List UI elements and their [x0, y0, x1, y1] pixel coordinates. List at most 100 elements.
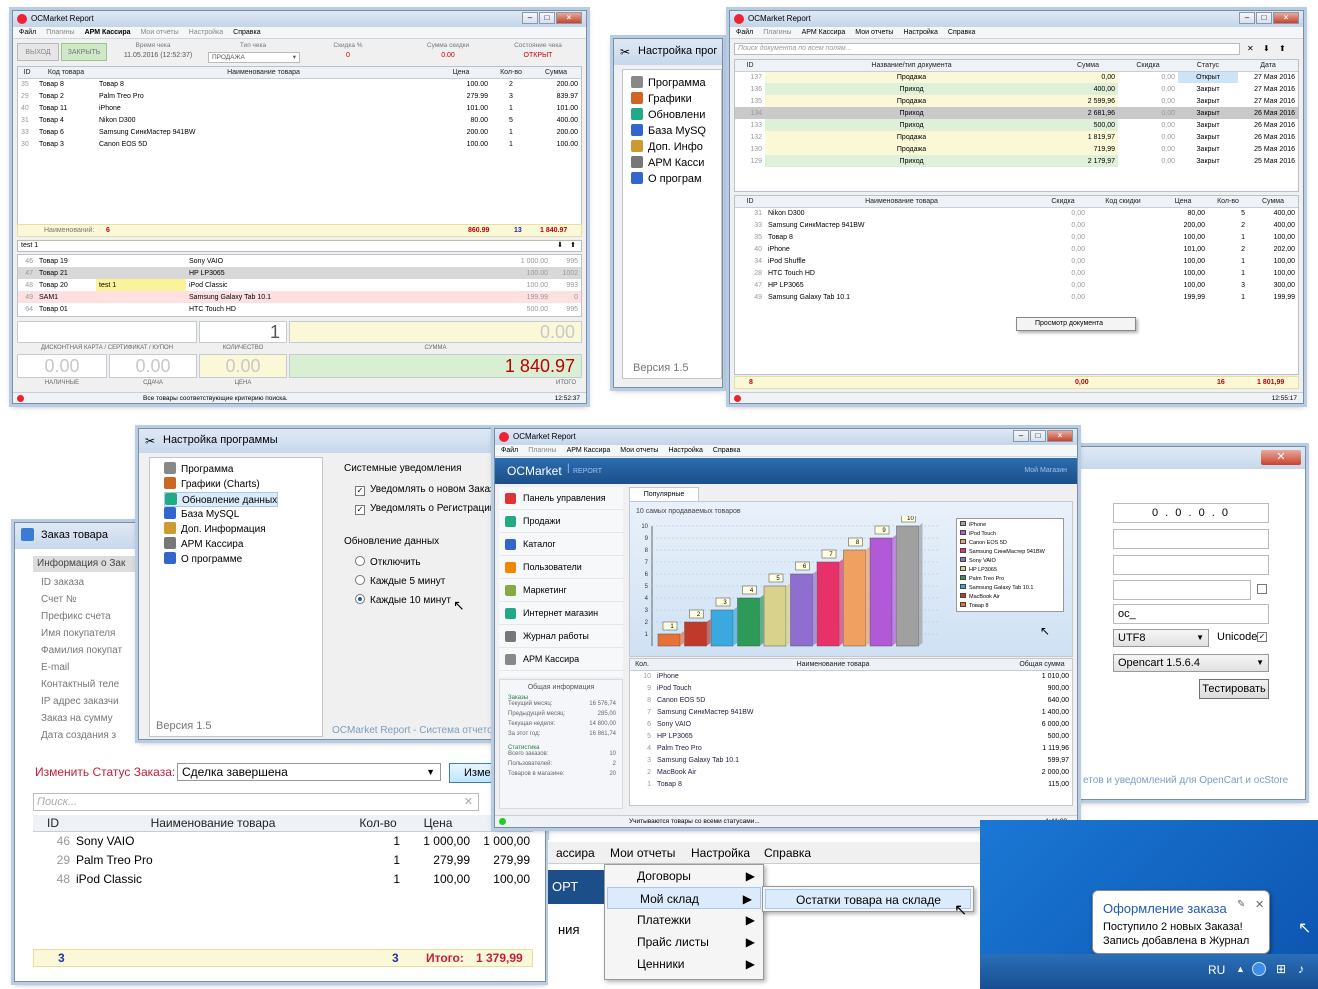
menu-cashier[interactable]: АРМ Кассира [566, 447, 611, 454]
bar[interactable] [737, 597, 760, 647]
menu-stock-balance[interactable]: Остатки товара на складе [765, 889, 971, 909]
document-row[interactable]: 136 Приход 400,00 0,00 Закрыт 27 Мая 2016 [735, 83, 1298, 95]
document-item-row[interactable]: 49 Samsung Galaxy Tab 10.1 0,00 199,99 1 199,… [735, 291, 1298, 303]
bar[interactable] [684, 621, 707, 647]
card-input[interactable] [17, 321, 197, 343]
arrow-up-icon[interactable]: ⬆ [570, 242, 576, 249]
host-input[interactable] [1113, 529, 1269, 549]
tree-item[interactable]: Обновление данных [164, 492, 279, 507]
nav-item[interactable]: Журнал работы [499, 625, 623, 648]
table-row[interactable]: 3 Samsung Galaxy Tab 10.1 599,97 [630, 754, 1072, 766]
col-name[interactable]: Наименование товара [765, 196, 1038, 208]
arrow-up-icon[interactable]: ⬆ [1279, 44, 1286, 53]
table-row[interactable]: 4 Palm Treo Pro 1 119,96 [630, 742, 1072, 754]
tree-item[interactable]: О программе [164, 552, 242, 565]
btn-exit[interactable]: ВЫХОД [17, 43, 59, 61]
col-name[interactable]: Наименование товара [73, 815, 353, 832]
col-qty[interactable]: Кол-во [353, 815, 403, 832]
search-row[interactable]: 47 Товар 21 HP LP3065 100.00 1002 [18, 267, 581, 279]
document-row[interactable]: 129 Приход 2 179,97 0,00 Закрыт 25 Мая 2016 [735, 155, 1298, 167]
nav-item[interactable]: АРМ Кассира [499, 648, 623, 671]
menu-file[interactable]: Файл [501, 447, 519, 454]
user-input[interactable] [1113, 555, 1269, 575]
unicode-checkbox[interactable]: ✓ [1257, 632, 1267, 642]
bar[interactable] [896, 525, 919, 647]
document-row[interactable]: 134 Приход 2 681,96 0,00 Закрыт 26 Мая 2016 [735, 107, 1298, 119]
pin-icon[interactable]: ✎ [1237, 899, 1246, 910]
tree-item[interactable]: Графики [631, 92, 692, 105]
bar[interactable] [790, 573, 813, 647]
app-tray-icon[interactable] [1252, 962, 1266, 976]
col-sum[interactable]: Сумма [1058, 60, 1118, 72]
table-row[interactable]: 7 Samsung СинкМастер 941BW 1 400,00 [630, 706, 1072, 718]
search-row[interactable]: 48 Товар 20 test 1 iPod Classic 100.00 993 [18, 279, 581, 291]
arrow-down-icon[interactable]: ⬇ [1263, 44, 1270, 53]
menu-reports[interactable]: Мои отчеты [620, 447, 659, 454]
table-row[interactable]: 48 iPod Classic 1 100,00 100,00 [33, 869, 533, 888]
minimize-button[interactable]: – [522, 12, 538, 24]
table-row[interactable]: 35 Товар 8 Товар 8 100.00 2 200.00 [18, 78, 581, 90]
col-date[interactable]: Дата [1238, 60, 1298, 72]
minimize-button[interactable]: – [1013, 430, 1029, 442]
table-row[interactable]: 2 MacBook Air 2 000,00 [630, 766, 1072, 778]
type-select[interactable]: ПРОДАЖА ▾ [208, 52, 300, 63]
col-id[interactable]: ID [735, 196, 765, 208]
bar[interactable] [869, 537, 893, 647]
nav-item[interactable]: Пользователи [499, 556, 623, 579]
cashier-titlebar[interactable]: OCMarket Report – □ × [13, 11, 586, 27]
maximize-button[interactable]: □ [1256, 12, 1272, 24]
col-qty[interactable]: Кол-во [1208, 196, 1248, 208]
col-id[interactable]: ID [18, 67, 36, 79]
nav-item[interactable]: Продажи [499, 510, 623, 533]
col-id[interactable]: ID [735, 60, 765, 72]
minimize-button[interactable]: – [1239, 12, 1255, 24]
col-doc-type[interactable]: Название/тип документа [765, 60, 1058, 72]
col-count[interactable]: Кол. [630, 659, 654, 671]
language-indicator[interactable]: RU [1208, 963, 1226, 977]
tray-expand-icon[interactable]: ▲ [1236, 964, 1245, 974]
table-row[interactable]: 33 Товар 6 Samsung СинкМастер 941BW 200.00 1… [18, 126, 581, 138]
close-button[interactable]: × [1273, 12, 1299, 24]
menu-cashier[interactable]: АРМ Кассира [84, 29, 131, 36]
table-row[interactable]: 29 Товар 2 Palm Treo Pro 279.99 3 839.97 [18, 90, 581, 102]
radio-10min[interactable]: Каждые 10 минут [355, 594, 451, 606]
table-row[interactable]: 30 Товар 3 Canon EOS 5D 100.00 1 100.00 [18, 138, 581, 150]
table-row[interactable]: 6 Sony VAIO 6 000,00 [630, 718, 1072, 730]
clear-icon[interactable]: ✕ [463, 796, 473, 808]
document-item-row[interactable]: 35 Товар 8 0,00 100,00 1 100,00 [735, 231, 1298, 243]
menu-item[interactable]: Прайс листы ▶ [605, 931, 763, 953]
menu-cashier[interactable]: ассира [556, 846, 595, 860]
menu-reports[interactable]: Мои отчеты [855, 29, 894, 36]
tree-item[interactable]: АРМ Касси [631, 156, 704, 169]
document-row[interactable]: 137 Продажа 0,00 0,00 Открыт 27 Мая 2016 [735, 71, 1298, 83]
tree-item[interactable]: Обновлени [631, 108, 705, 121]
table-row[interactable]: 1 Товар 8 115,00 [630, 778, 1072, 790]
col-id[interactable]: ID [33, 815, 73, 832]
bar[interactable] [657, 633, 681, 647]
titlebar[interactable]: ✂ Настройка программы [139, 429, 497, 453]
search-row[interactable]: 46 Товар 19 Sony VAIO 1 000.00 995 [18, 255, 581, 267]
nav-item[interactable]: Панель управления [499, 487, 623, 510]
nav-item[interactable]: Каталог [499, 533, 623, 556]
charset-select[interactable]: UTF8 ▼ [1113, 629, 1209, 647]
col-discount[interactable]: Скидка [1118, 60, 1178, 72]
table-row[interactable]: 40 Товар 11 iPhone 101.00 1 101.00 [18, 102, 581, 114]
status-select[interactable]: Сделка завершена ▼ [177, 763, 441, 781]
ip-input[interactable]: 0 . 0 . 0 . 0 [1113, 503, 1269, 523]
search-row[interactable]: 49 SAM1 Samsung Galaxy Tab 10.1 199.99 0 [18, 291, 581, 303]
table-row[interactable]: 8 Canon EOS 5D 640,00 [630, 694, 1072, 706]
table-row[interactable]: 29 Palm Treo Pro 1 279,99 279,99 [33, 850, 533, 869]
menu-cashier[interactable]: АРМ Кассира [801, 29, 846, 36]
menu-plugins[interactable]: Плагины [763, 29, 792, 36]
col-name[interactable]: Наименование товара [654, 659, 1012, 671]
dashboard-titlebar[interactable]: OCMarket Report – □ × [495, 429, 1077, 445]
search-row[interactable]: 64 Товар 01 HTC Touch HD 500.00 995 [18, 303, 581, 315]
document-item-row[interactable]: 33 Samsung СинкМастер 941BW 0,00 200,00 2 400… [735, 219, 1298, 231]
menu-help[interactable]: Справка [712, 447, 741, 454]
bar[interactable] [843, 549, 866, 647]
table-row[interactable]: 9 iPod Touch 900,00 [630, 682, 1072, 694]
tree-item[interactable]: Программа [631, 76, 706, 89]
close-icon[interactable]: ✕ [1255, 899, 1265, 911]
col-sum[interactable]: Сумма [531, 67, 581, 79]
menu-settings[interactable]: Настройка [188, 29, 224, 36]
